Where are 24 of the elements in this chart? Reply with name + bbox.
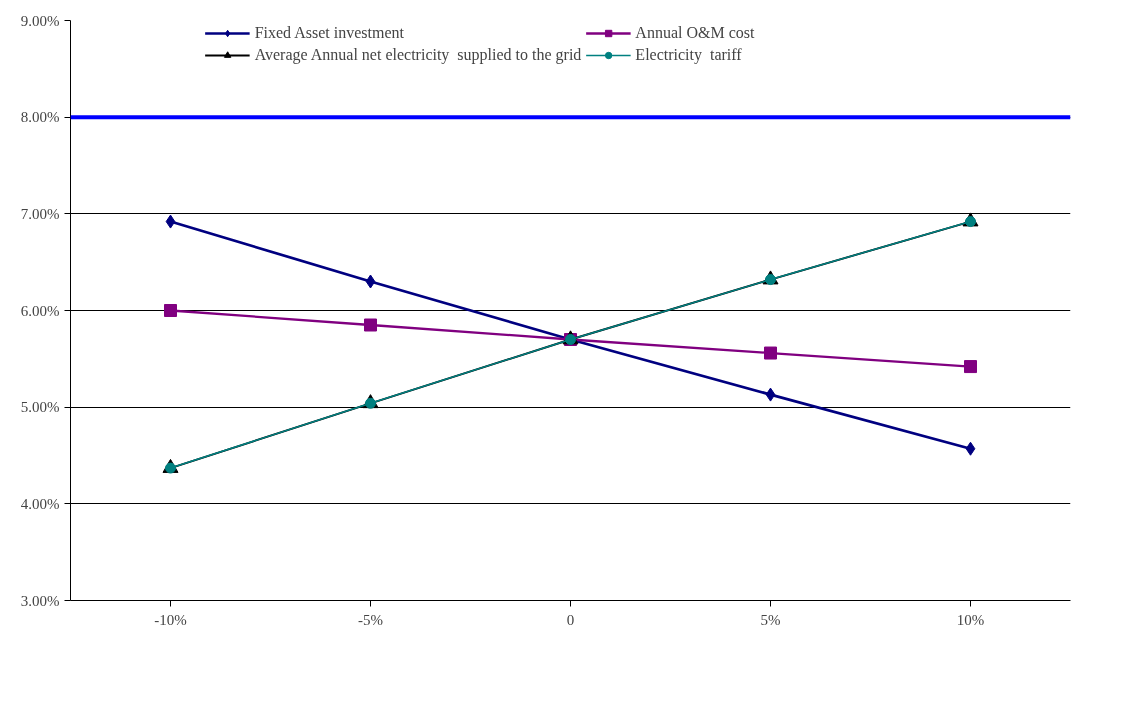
legend-label: Fixed Asset investment [254,24,405,42]
legend-label: Average Annual net electricity supplied to the grid [254,46,582,64]
y-tick-label: 9.00% [20,12,60,29]
point [365,274,376,289]
x-tick-label: 0 [566,611,575,628]
point [964,360,977,374]
y-tick-label: 4.00% [20,495,60,512]
point [764,346,777,360]
legend-label: Electricity tariff [635,46,743,64]
x-tick-label: -5% [358,611,383,628]
point [164,304,177,317]
point [965,441,976,456]
y-tick-label: 7.00% [20,205,60,222]
x-tick-label: -10% [154,611,187,628]
point [165,214,176,229]
x-tick-label: 5% [760,611,781,628]
y-tick-label: 8.00% [20,109,60,126]
legend-label: Annual O&M cost [635,24,756,42]
y-tick-label: 5.00% [20,399,60,416]
y-tick-label: 6.00% [20,302,60,319]
y-tick-label: 3.00% [20,592,60,609]
x-tick-label: 10% [956,611,985,628]
point [364,318,377,332]
point [765,387,776,402]
